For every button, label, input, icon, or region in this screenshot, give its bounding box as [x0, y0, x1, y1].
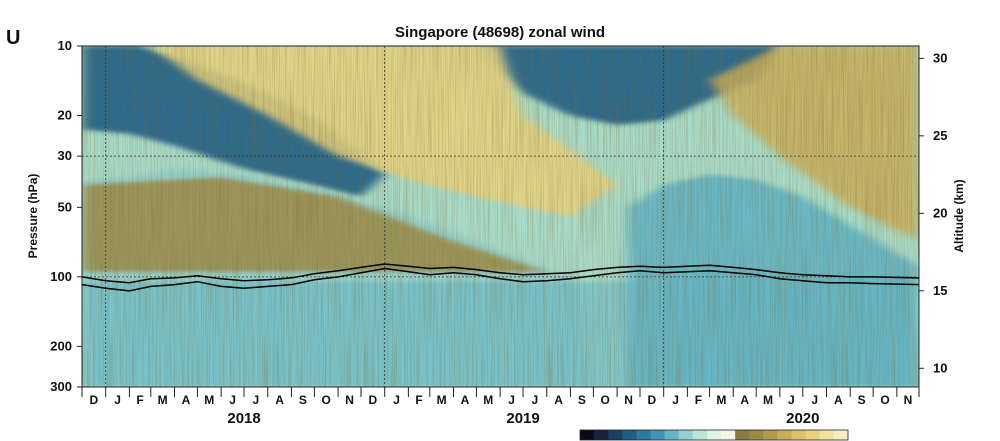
- colorbar-swatch: [664, 430, 680, 440]
- y-tick-label: 30: [58, 148, 72, 163]
- colorbar-frame: [579, 429, 849, 441]
- colorbar-swatch: [791, 430, 807, 440]
- x-year-label: 2019: [506, 410, 539, 427]
- heatmap-streak-texture: [82, 46, 919, 387]
- x-month-label: A: [461, 393, 470, 407]
- x-month-label: J: [114, 393, 121, 407]
- time-axis: D J F M A M J J A S O N D J F M A M J J A S O N D J F M A M J J A S O N2018…: [81, 387, 920, 427]
- x-month-label: F: [415, 393, 422, 407]
- y2-tick-label: 20: [933, 205, 947, 220]
- tropopause-lines: [82, 263, 919, 292]
- heatmap-field: [82, 46, 919, 387]
- colorbar-swatch: [678, 430, 694, 440]
- colorbar: [579, 429, 849, 441]
- x-month-label: A: [275, 393, 284, 407]
- y2-tick-label: 15: [933, 283, 947, 298]
- x-month-label: F: [136, 393, 143, 407]
- colorbar-swatch: [636, 430, 652, 440]
- x-month-label: S: [578, 393, 586, 407]
- colorbar-swatch: [721, 430, 736, 440]
- panel-label: U: [6, 27, 20, 49]
- x-month-label: D: [648, 393, 657, 407]
- tropopause-line: [82, 267, 919, 292]
- x-month-label: J: [393, 393, 400, 407]
- x-month-label: A: [182, 393, 191, 407]
- x-month-label: J: [532, 393, 539, 407]
- y-tick-label: 10: [58, 38, 72, 53]
- colorbar-swatch: [580, 430, 595, 440]
- reference-lines: [82, 46, 919, 387]
- colorbar-swatch: [819, 430, 835, 440]
- colorbar-swatch: [833, 430, 849, 440]
- x-month-label: D: [90, 393, 99, 407]
- x-month-label: J: [253, 393, 260, 407]
- colorbar-swatch: [805, 430, 821, 440]
- colorbar-swatch: [650, 430, 666, 440]
- colorbar-swatch: [777, 430, 793, 440]
- y-tick-label: 100: [50, 269, 72, 284]
- x-month-label: J: [811, 393, 818, 407]
- y2-tick-label: 10: [933, 360, 947, 375]
- x-month-label: A: [554, 393, 563, 407]
- x-month-label: N: [345, 393, 354, 407]
- colorbar-swatch: [692, 430, 708, 440]
- y-tick-label: 200: [50, 338, 72, 353]
- x-month-label: M: [763, 393, 773, 407]
- x-month-label: A: [834, 393, 843, 407]
- tropopause-line: [82, 263, 919, 284]
- x-month-label: M: [158, 393, 168, 407]
- colorbar-swatch: [594, 430, 609, 440]
- x-month-label: J: [672, 393, 679, 407]
- x-month-label: J: [229, 393, 236, 407]
- x-month-label: O: [322, 393, 331, 407]
- x-year-label: 2018: [227, 410, 260, 427]
- altitude-axis: 10 15 20 25 30: [919, 50, 947, 375]
- colorbar-swatch: [735, 430, 750, 440]
- x-month-label: N: [624, 393, 633, 407]
- colorbar-swatch: [763, 430, 778, 440]
- x-month-label: J: [788, 393, 795, 407]
- y-tick-label: 20: [58, 107, 72, 122]
- x-month-label: D: [369, 393, 378, 407]
- colorbar-swatch: [622, 430, 637, 440]
- x-month-label: M: [483, 393, 493, 407]
- x-month-label: A: [740, 393, 749, 407]
- y-tick-label: 300: [50, 379, 72, 394]
- y2-axis-title: Altitude (km): [952, 179, 966, 252]
- x-month-label: O: [880, 393, 889, 407]
- colorbar-swatch: [706, 430, 722, 440]
- x-month-label: N: [904, 393, 913, 407]
- x-month-label: S: [299, 393, 307, 407]
- y2-tick-label: 25: [933, 128, 947, 143]
- chart-title: Singapore (48698) zonal wind: [395, 24, 605, 41]
- colorbar-swatch: [608, 430, 623, 440]
- y-axis-title: Pressure (hPa): [26, 174, 40, 259]
- x-month-label: J: [508, 393, 515, 407]
- x-month-label: M: [716, 393, 726, 407]
- y2-tick-label: 30: [933, 50, 947, 65]
- y-tick-label: 50: [58, 199, 72, 214]
- x-year-label: 2020: [786, 410, 819, 427]
- x-month-label: O: [601, 393, 610, 407]
- colorbar-swatch: [749, 430, 764, 440]
- x-month-label: M: [204, 393, 214, 407]
- x-month-label: M: [437, 393, 447, 407]
- x-month-label: S: [858, 393, 866, 407]
- pressure-axis: 10 20 30 50 100 200 300: [50, 38, 82, 394]
- x-month-label: F: [695, 393, 702, 407]
